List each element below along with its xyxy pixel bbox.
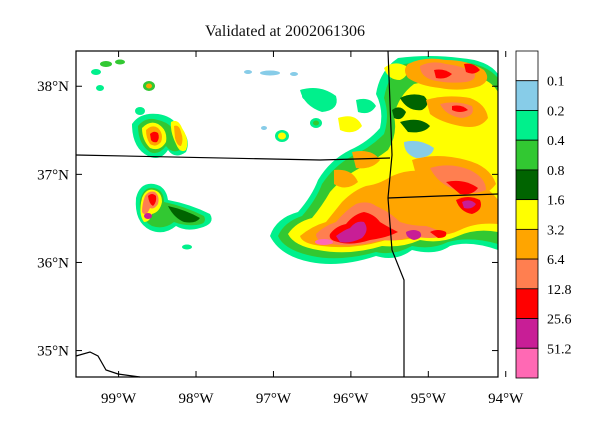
- precip-cell-upper-west: [132, 113, 188, 158]
- colorbar-swatch: [515, 347, 539, 379]
- map-border: [75, 50, 499, 378]
- colorbar-swatch: [515, 258, 539, 290]
- lon-tick-label: 99°W: [101, 391, 137, 407]
- colorbar-level-label: 0.8: [547, 164, 565, 179]
- colorbar-level-label: 0.1: [547, 75, 565, 90]
- precip-cell-middle-west: [135, 183, 212, 233]
- colorbar-legend: 0.1 0.2 0.4 0.8 1.6 3.2 6.4 12.8 25.6 51.2: [515, 50, 572, 379]
- colorbar-swatch: [515, 288, 539, 319]
- texas-border-southwest: [75, 351, 141, 378]
- colorbar-level-label: 3.2: [547, 223, 565, 238]
- colorbar-level-label: 51.2: [547, 342, 572, 357]
- precip-cell-northeast: [300, 58, 496, 214]
- colorbar-level-label: 1.6: [547, 194, 565, 209]
- colorbar-swatch: [515, 139, 539, 171]
- map-panel: 99°W 98°W 97°W 96°W 95°W 94°W 38°N 37°N 36°N 35°…: [37, 50, 524, 407]
- precipitation-field: [91, 56, 498, 264]
- lat-tick-label: 36°N: [37, 255, 69, 271]
- lat-tick-label: 35°N: [37, 344, 69, 360]
- colorbar-swatch: [515, 110, 539, 141]
- lon-tick-label: 96°W: [333, 391, 369, 407]
- longitude-axis: 99°W 98°W 97°W 96°W 95°W 94°W: [101, 51, 524, 407]
- kansas-oklahoma-border: [75, 154, 391, 161]
- lat-tick-label: 38°N: [37, 79, 69, 95]
- colorbar-swatch: [515, 199, 539, 230]
- colorbar-swatch: [515, 318, 539, 349]
- chart-title: Validated at 2002061306: [205, 23, 365, 40]
- colorbar-level-label: 6.4: [547, 253, 565, 268]
- state-borders: [75, 50, 499, 378]
- lat-tick-label: 37°N: [37, 167, 69, 183]
- lon-tick-label: 98°W: [178, 391, 214, 407]
- precip-cell-small-nw: [91, 59, 280, 250]
- oklahoma-arkansas-border: [387, 193, 499, 199]
- missouri-border-north: [387, 50, 405, 377]
- lon-tick-label: 97°W: [256, 391, 292, 407]
- colorbar-level-label: 12.8: [547, 283, 572, 298]
- lon-tick-label: 94°W: [488, 391, 524, 407]
- colorbar-swatch: [515, 80, 539, 111]
- colorbar-swatch: [515, 228, 539, 260]
- colorbar-level-label: 0.4: [547, 134, 565, 149]
- colorbar-swatch: [515, 169, 539, 201]
- colorbar-swatch: [515, 50, 539, 82]
- latitude-axis: 38°N 37°N 36°N 35°N: [37, 79, 498, 360]
- colorbar-level-label: 0.2: [547, 104, 565, 119]
- lon-tick-label: 95°W: [411, 391, 447, 407]
- colorbar-level-label: 25.6: [547, 313, 572, 328]
